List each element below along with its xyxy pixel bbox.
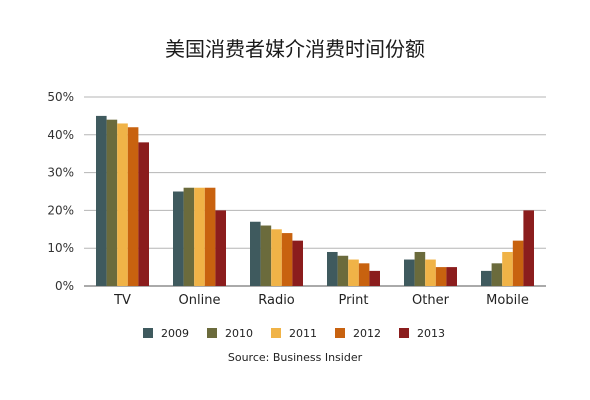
bar-mobile-2010 [491,263,503,286]
bar-tv-2012 [127,127,139,287]
bar-online-2012 [204,187,216,286]
bar-mobile-2013 [523,210,534,286]
bar-radio-2012 [281,233,293,286]
legend-swatch [143,328,153,338]
bar-radio-2013 [292,240,303,286]
x-category-label: Radio [258,293,295,308]
bar-other-2013 [446,267,457,286]
y-tick-label: 50% [47,90,74,104]
legend-label: 2010 [225,327,253,340]
y-tick-label: 40% [47,128,74,142]
y-tick-label: 0% [55,279,74,293]
bar-mobile-2009 [481,270,492,286]
bar-print-2009 [327,251,338,286]
source-note: Source: Business Insider [228,351,363,364]
bar-tv-2013 [138,142,149,286]
bar-other-2009 [404,259,415,286]
bar-radio-2011 [271,229,282,286]
bar-radio-2010 [260,225,272,286]
bar-tv-2011 [117,123,128,287]
bar-mobile-2011 [502,251,513,286]
x-axis-categories: TV Online Radio Print Other Mobile [113,293,529,308]
legend-swatch [271,328,281,338]
legend-swatch [399,328,409,338]
bar-online-2009 [173,191,184,286]
bar-online-2010 [183,187,195,286]
bar-other-2011 [425,259,436,286]
legend-swatch [335,328,345,338]
gridlines [84,96,546,287]
bar-other-2010 [414,251,426,286]
legend-label: 2011 [289,327,317,340]
bar-online-2011 [194,187,205,286]
y-tick-label: 20% [47,203,74,217]
y-axis-ticks: 0% 10% 20% 30% 40% 50% [47,90,74,293]
legend-label: 2009 [161,327,189,340]
x-category-label: Mobile [486,293,529,308]
bar-print-2010 [337,255,349,286]
bar-tv-2010 [106,119,118,287]
bar-print-2013 [369,270,380,286]
bar-print-2011 [348,259,359,286]
y-tick-label: 10% [47,241,74,255]
bar-radio-2009 [250,221,261,286]
bar-print-2012 [358,263,370,286]
x-category-label: Other [412,293,450,308]
y-tick-label: 30% [47,166,74,180]
chart-title: 美国消费者媒介消费时间份额 [165,37,425,61]
bars [96,115,534,287]
bar-mobile-2012 [512,240,524,286]
legend-label: 2013 [417,327,445,340]
bar-other-2012 [435,267,447,286]
legend-label: 2012 [353,327,381,340]
bar-tv-2009 [96,115,107,287]
x-category-label: Print [339,293,369,308]
x-category-label: Online [179,293,221,308]
bar-online-2013 [215,210,226,286]
legend: 2009 2010 2011 2012 2013 [143,327,445,340]
legend-swatch [207,328,217,338]
x-category-label: TV [113,293,131,308]
